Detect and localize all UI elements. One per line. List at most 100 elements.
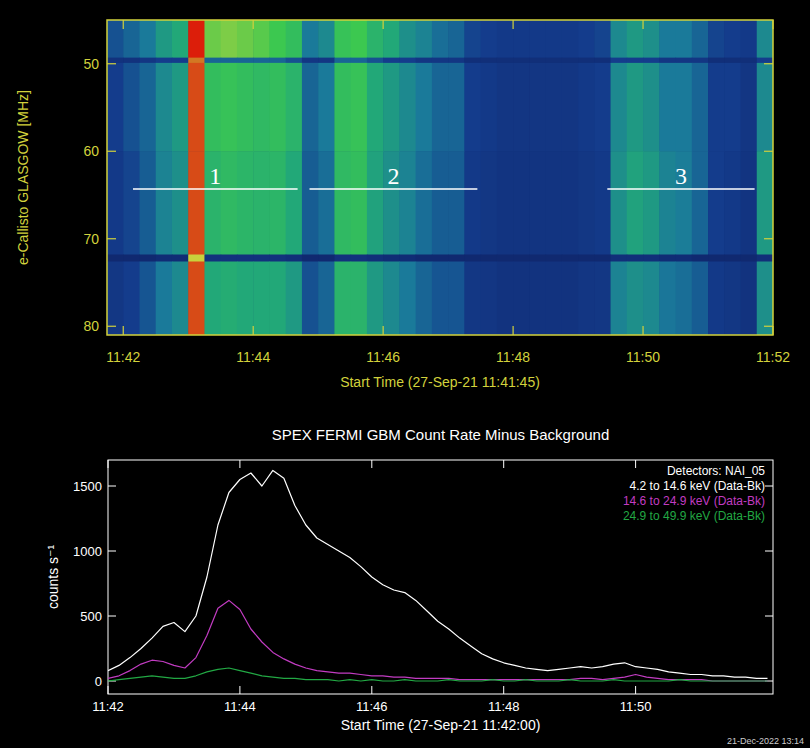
heatmap-cell [448,20,465,58]
heatmap-cell [269,262,286,336]
y-tick [107,151,116,152]
y-tick [107,326,116,327]
heatmap-cell [253,255,270,263]
heatmap-cell [204,58,221,64]
heatmap-cell [659,63,676,152]
x-tick [635,460,636,468]
heatmap-cell [464,63,481,152]
heatmap-cell [399,151,416,255]
heatmap-cell [416,58,433,64]
heatmap-cell [286,63,303,152]
heatmap-cell [172,63,189,152]
background [0,0,810,748]
heatmap-cell [643,255,660,263]
heatmap-cell [611,20,628,58]
x-tick-label: 11:42 [106,349,140,365]
x-tick [239,460,240,468]
heatmap-cell [513,151,530,255]
annotation-label: 2 [387,163,399,189]
heatmap-cell [708,255,725,263]
x-tick [108,460,109,468]
heatmap-cell [692,58,709,64]
heatmap-cell [351,63,368,152]
heatmap-cell [204,151,221,255]
y-tick [764,63,773,64]
heatmap-cell [383,20,400,58]
heatmap-cell [594,255,611,263]
heatmap-cell [448,151,465,255]
y-axis-title: e-Callisto GLASGOW [MHz] [15,90,31,265]
x-tick [772,326,773,335]
heatmap-cell [367,151,384,255]
x-tick [239,686,240,694]
heatmap-cell [513,58,530,64]
heatmap-cell [741,255,758,263]
heatmap-cell [286,255,303,263]
heatmap-cell [643,63,660,152]
heatmap-cell [156,63,173,152]
heatmap-cell [318,255,335,263]
x-tick-label: 11:48 [488,699,520,714]
heatmap-cell [123,262,140,336]
heatmap-cell [464,151,481,255]
heatmap-cell [529,151,546,255]
y-tick [765,486,773,487]
heatmap-cell [399,262,416,336]
heatmap-cell [432,20,449,58]
heatmap-cell [676,20,693,58]
heatmap-cell [448,63,465,152]
heatmap-cell [416,63,433,152]
heatmap-cell [481,262,498,336]
heatmap-cell [562,151,579,255]
heatmap-cell [204,262,221,336]
x-tick-label: 11:46 [366,349,400,365]
legend-entry: 24.9 to 49.9 keV (Data-Bk) [623,509,765,523]
series-line [108,470,768,678]
heatmap-cell [562,20,579,58]
heatmap-cell [432,63,449,152]
plot-frame [107,20,773,335]
heatmap-cell [237,63,254,152]
heatmap-cell [497,255,514,263]
heatmap-cell [302,63,319,152]
heatmap-cell [578,151,595,255]
heatmap-cell [627,151,644,255]
heatmap-cell [351,151,368,255]
heatmap-cells [107,20,773,335]
heatmap-cell [611,63,628,152]
heatmap-cell [708,63,725,152]
heatmap-cell [594,151,611,255]
y-tick [764,238,773,239]
heatmap-cell [351,58,368,64]
heatmap-cell [318,151,335,255]
heatmap-cell [286,20,303,58]
heatmap-cell [318,58,335,64]
heatmap-cell [692,151,709,255]
heatmap-cell [676,151,693,255]
heatmap-cell [221,63,238,152]
heatmap-cell [334,262,351,336]
heatmap-cell [188,58,205,64]
heatmap-cell [724,20,741,58]
heatmap-cell [741,58,758,64]
heatmap-cell [741,262,758,336]
heatmap-cell [513,255,530,263]
heatmap-cell [578,58,595,64]
series-lines [108,470,768,681]
y-tick-label: 60 [83,143,99,159]
heatmap-cell [302,58,319,64]
heatmap-cell [172,262,189,336]
heatmap-cell [367,63,384,152]
heatmap-cell [708,262,725,336]
x-tick-label: 11:50 [626,349,660,365]
heatmap-cell [546,20,563,58]
heatmap-cell [221,151,238,255]
heatmap-cell [724,58,741,64]
heatmap-cell [546,255,563,263]
x-tick-label: 11:52 [756,349,790,365]
heatmap-cell [627,255,644,263]
heatmap-cell [741,151,758,255]
heatmap-cell [659,255,676,263]
heatmap-cell [269,255,286,263]
x-tick [383,326,384,335]
